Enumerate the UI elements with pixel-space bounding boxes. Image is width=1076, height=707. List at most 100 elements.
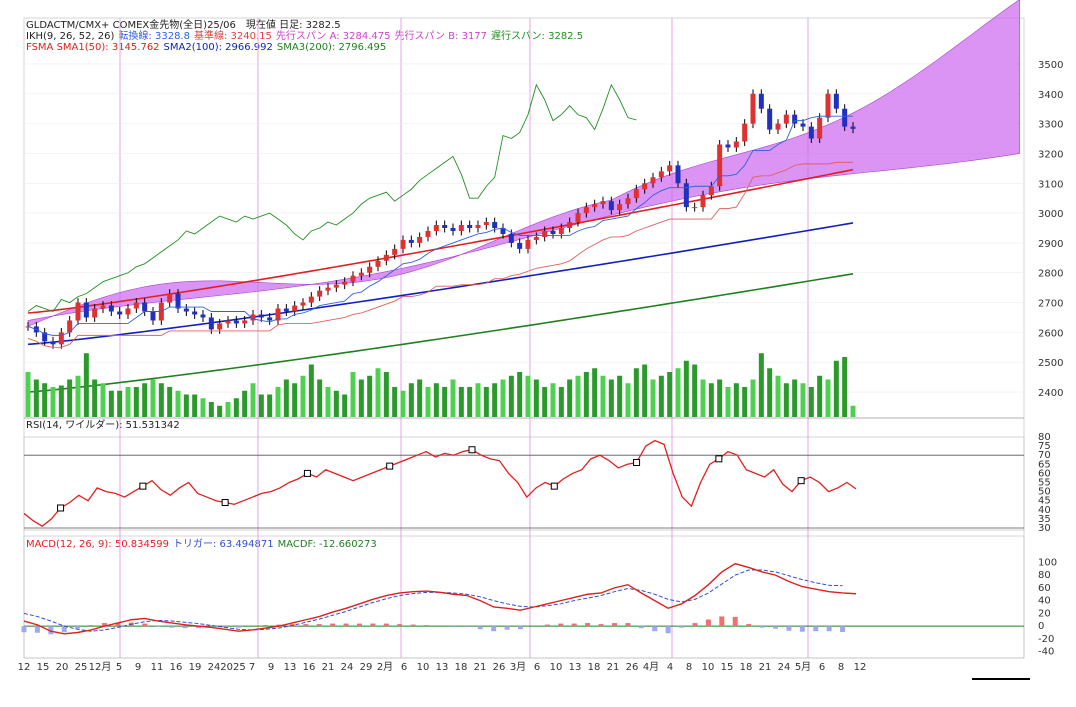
volume-bar — [583, 372, 589, 417]
volume-bar — [292, 383, 298, 417]
volume-bar — [283, 379, 289, 417]
candle-body — [100, 305, 106, 309]
rsi-marker — [57, 504, 65, 512]
volume-bar — [200, 398, 206, 417]
macd-histogram-bar — [343, 623, 349, 627]
macd-histogram-bar — [370, 623, 376, 627]
candle-body — [242, 320, 248, 324]
price-tick-label: 3200 — [1038, 149, 1063, 160]
volume-bar — [317, 379, 323, 417]
candle-body — [392, 248, 398, 255]
candle-body — [517, 242, 523, 249]
macd-tick-label: 80 — [1038, 570, 1051, 581]
volume-bar — [808, 387, 814, 417]
candle-body — [617, 204, 623, 211]
volume-bar — [58, 385, 64, 417]
candle-body — [842, 108, 848, 127]
volume-bar — [600, 375, 606, 417]
x-axis-label: 21 — [759, 662, 772, 673]
sma-legend: FSMA SMA1(50): 3145.762 SMA2(100): 2966.9… — [26, 42, 390, 53]
macd-histogram-bar — [169, 626, 175, 628]
scrollbar-thumb[interactable] — [972, 678, 1030, 680]
x-axis-label: 5月 — [795, 661, 811, 673]
macd-histogram-bar — [88, 625, 94, 627]
candle-body — [667, 165, 673, 172]
macd-histogram-bar — [142, 623, 148, 627]
macd-histogram-bar — [652, 626, 658, 632]
macd-histogram-bar — [826, 626, 832, 632]
rsi-marker — [303, 469, 311, 477]
candle-body — [58, 332, 64, 345]
candle-body — [375, 260, 381, 267]
volume-bar — [217, 405, 223, 417]
macd-histogram-bar — [276, 624, 282, 627]
macd-histogram-bar — [182, 626, 188, 629]
volume-bar — [150, 379, 156, 417]
macd-histogram-bar — [316, 624, 322, 627]
macd-tick-label: -20 — [1038, 634, 1054, 645]
candle-body — [233, 320, 239, 324]
candle-body — [525, 239, 531, 249]
candle-body — [342, 281, 348, 285]
macd-histogram-bar — [746, 624, 752, 627]
macd-histogram-bar — [598, 624, 604, 627]
candle-body — [275, 308, 281, 321]
x-axis-label: 4月 — [643, 661, 659, 673]
macd-histogram-bar — [34, 626, 40, 633]
volume-bar — [492, 383, 498, 417]
volume-bar — [300, 375, 306, 417]
x-axis-label: 2025 — [220, 662, 245, 673]
volume-bar — [525, 375, 531, 417]
volume-bar — [592, 368, 598, 417]
volume-bar — [817, 375, 823, 417]
x-axis-label: 18 — [740, 662, 753, 673]
x-axis-label: 21 — [607, 662, 620, 673]
ikh-tenkan: 転換線: 3328.8 — [118, 31, 190, 42]
candle-body — [708, 186, 714, 196]
macd-histogram-bar — [558, 623, 564, 627]
candle-body — [742, 123, 748, 142]
volume-bar — [400, 390, 406, 417]
x-axis-label: 6 — [401, 662, 407, 673]
candle-body — [400, 239, 406, 249]
rsi-marker — [221, 499, 229, 507]
volume-bar — [558, 387, 564, 417]
volume-bar — [242, 390, 248, 417]
candle-body — [583, 207, 589, 214]
candle-body — [258, 314, 264, 318]
volume-bar — [375, 368, 381, 417]
candle-body — [467, 225, 473, 228]
macd-histogram-bar — [719, 616, 725, 627]
candle-body — [350, 275, 356, 282]
macd-histogram-bar — [397, 624, 403, 627]
volume-bar — [33, 379, 39, 417]
macd-histogram-bar — [638, 626, 644, 629]
macd-histogram-bar — [330, 623, 336, 627]
x-axis-label: 24 — [341, 662, 354, 673]
sma-line-2 — [27, 222, 854, 346]
volume-bar — [367, 375, 373, 417]
x-axis-label: 11 — [151, 662, 164, 673]
macd-histogram-bar — [102, 623, 108, 627]
candle-body — [833, 93, 839, 109]
x-axis-label: 20 — [56, 662, 69, 673]
candle-body — [825, 93, 831, 118]
candle-body — [325, 287, 331, 291]
macd-histogram-bar — [303, 624, 309, 627]
volume-bar — [617, 375, 623, 417]
candle-body — [108, 305, 114, 312]
macd-histogram-bar — [155, 626, 161, 627]
candle-body — [267, 317, 273, 321]
sma-line-3 — [27, 272, 854, 393]
macd-line — [23, 562, 857, 635]
macd-histogram-bar — [692, 623, 698, 627]
kijun-line — [27, 161, 853, 348]
chikou-line — [27, 83, 637, 313]
x-axis-label: 12月 — [89, 661, 112, 673]
macd-label: MACD(12, 26, 9): 50.834599 — [26, 539, 169, 550]
volume-bar — [175, 390, 181, 417]
price-tick-label: 2500 — [1038, 358, 1063, 369]
price-tick-label: 2900 — [1038, 239, 1063, 250]
ikh-chikou: 遅行スパン: 3282.5 — [491, 31, 584, 42]
volume-bar — [692, 364, 698, 417]
